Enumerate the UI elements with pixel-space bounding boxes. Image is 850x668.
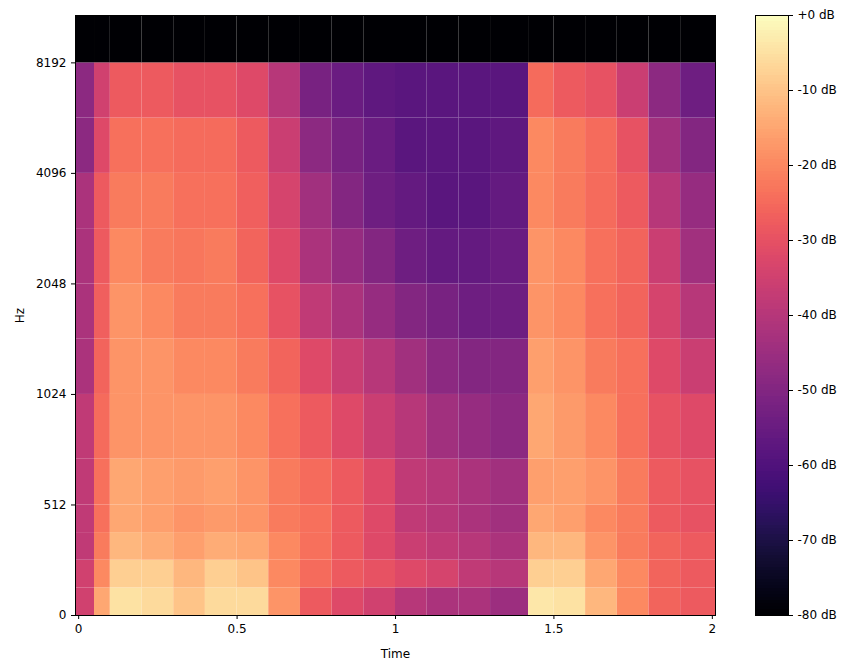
svg-text:-40 dB: -40 dB — [798, 308, 837, 322]
svg-text:4096: 4096 — [36, 166, 67, 180]
svg-text:-30 dB: -30 dB — [798, 233, 837, 247]
svg-text:-20 dB: -20 dB — [798, 158, 837, 172]
svg-text:-70 dB: -70 dB — [798, 533, 837, 547]
svg-text:8192: 8192 — [36, 56, 67, 70]
svg-text:2: 2 — [709, 622, 717, 636]
svg-text:512: 512 — [44, 498, 67, 512]
svg-text:0: 0 — [75, 622, 83, 636]
svg-text:1.5: 1.5 — [544, 622, 563, 636]
svg-text:0: 0 — [59, 608, 67, 622]
svg-text:1: 1 — [392, 622, 400, 636]
svg-text:2048: 2048 — [36, 277, 67, 291]
svg-text:-80 dB: -80 dB — [798, 608, 837, 622]
svg-text:-10 dB: -10 dB — [798, 83, 837, 97]
svg-text:1024: 1024 — [36, 387, 67, 401]
svg-text:Time: Time — [380, 647, 410, 661]
svg-text:-60 dB: -60 dB — [798, 458, 837, 472]
svg-text:+0 dB: +0 dB — [798, 8, 835, 22]
svg-text:Hz: Hz — [13, 308, 27, 323]
svg-text:-50 dB: -50 dB — [798, 383, 837, 397]
svg-text:0.5: 0.5 — [228, 622, 247, 636]
